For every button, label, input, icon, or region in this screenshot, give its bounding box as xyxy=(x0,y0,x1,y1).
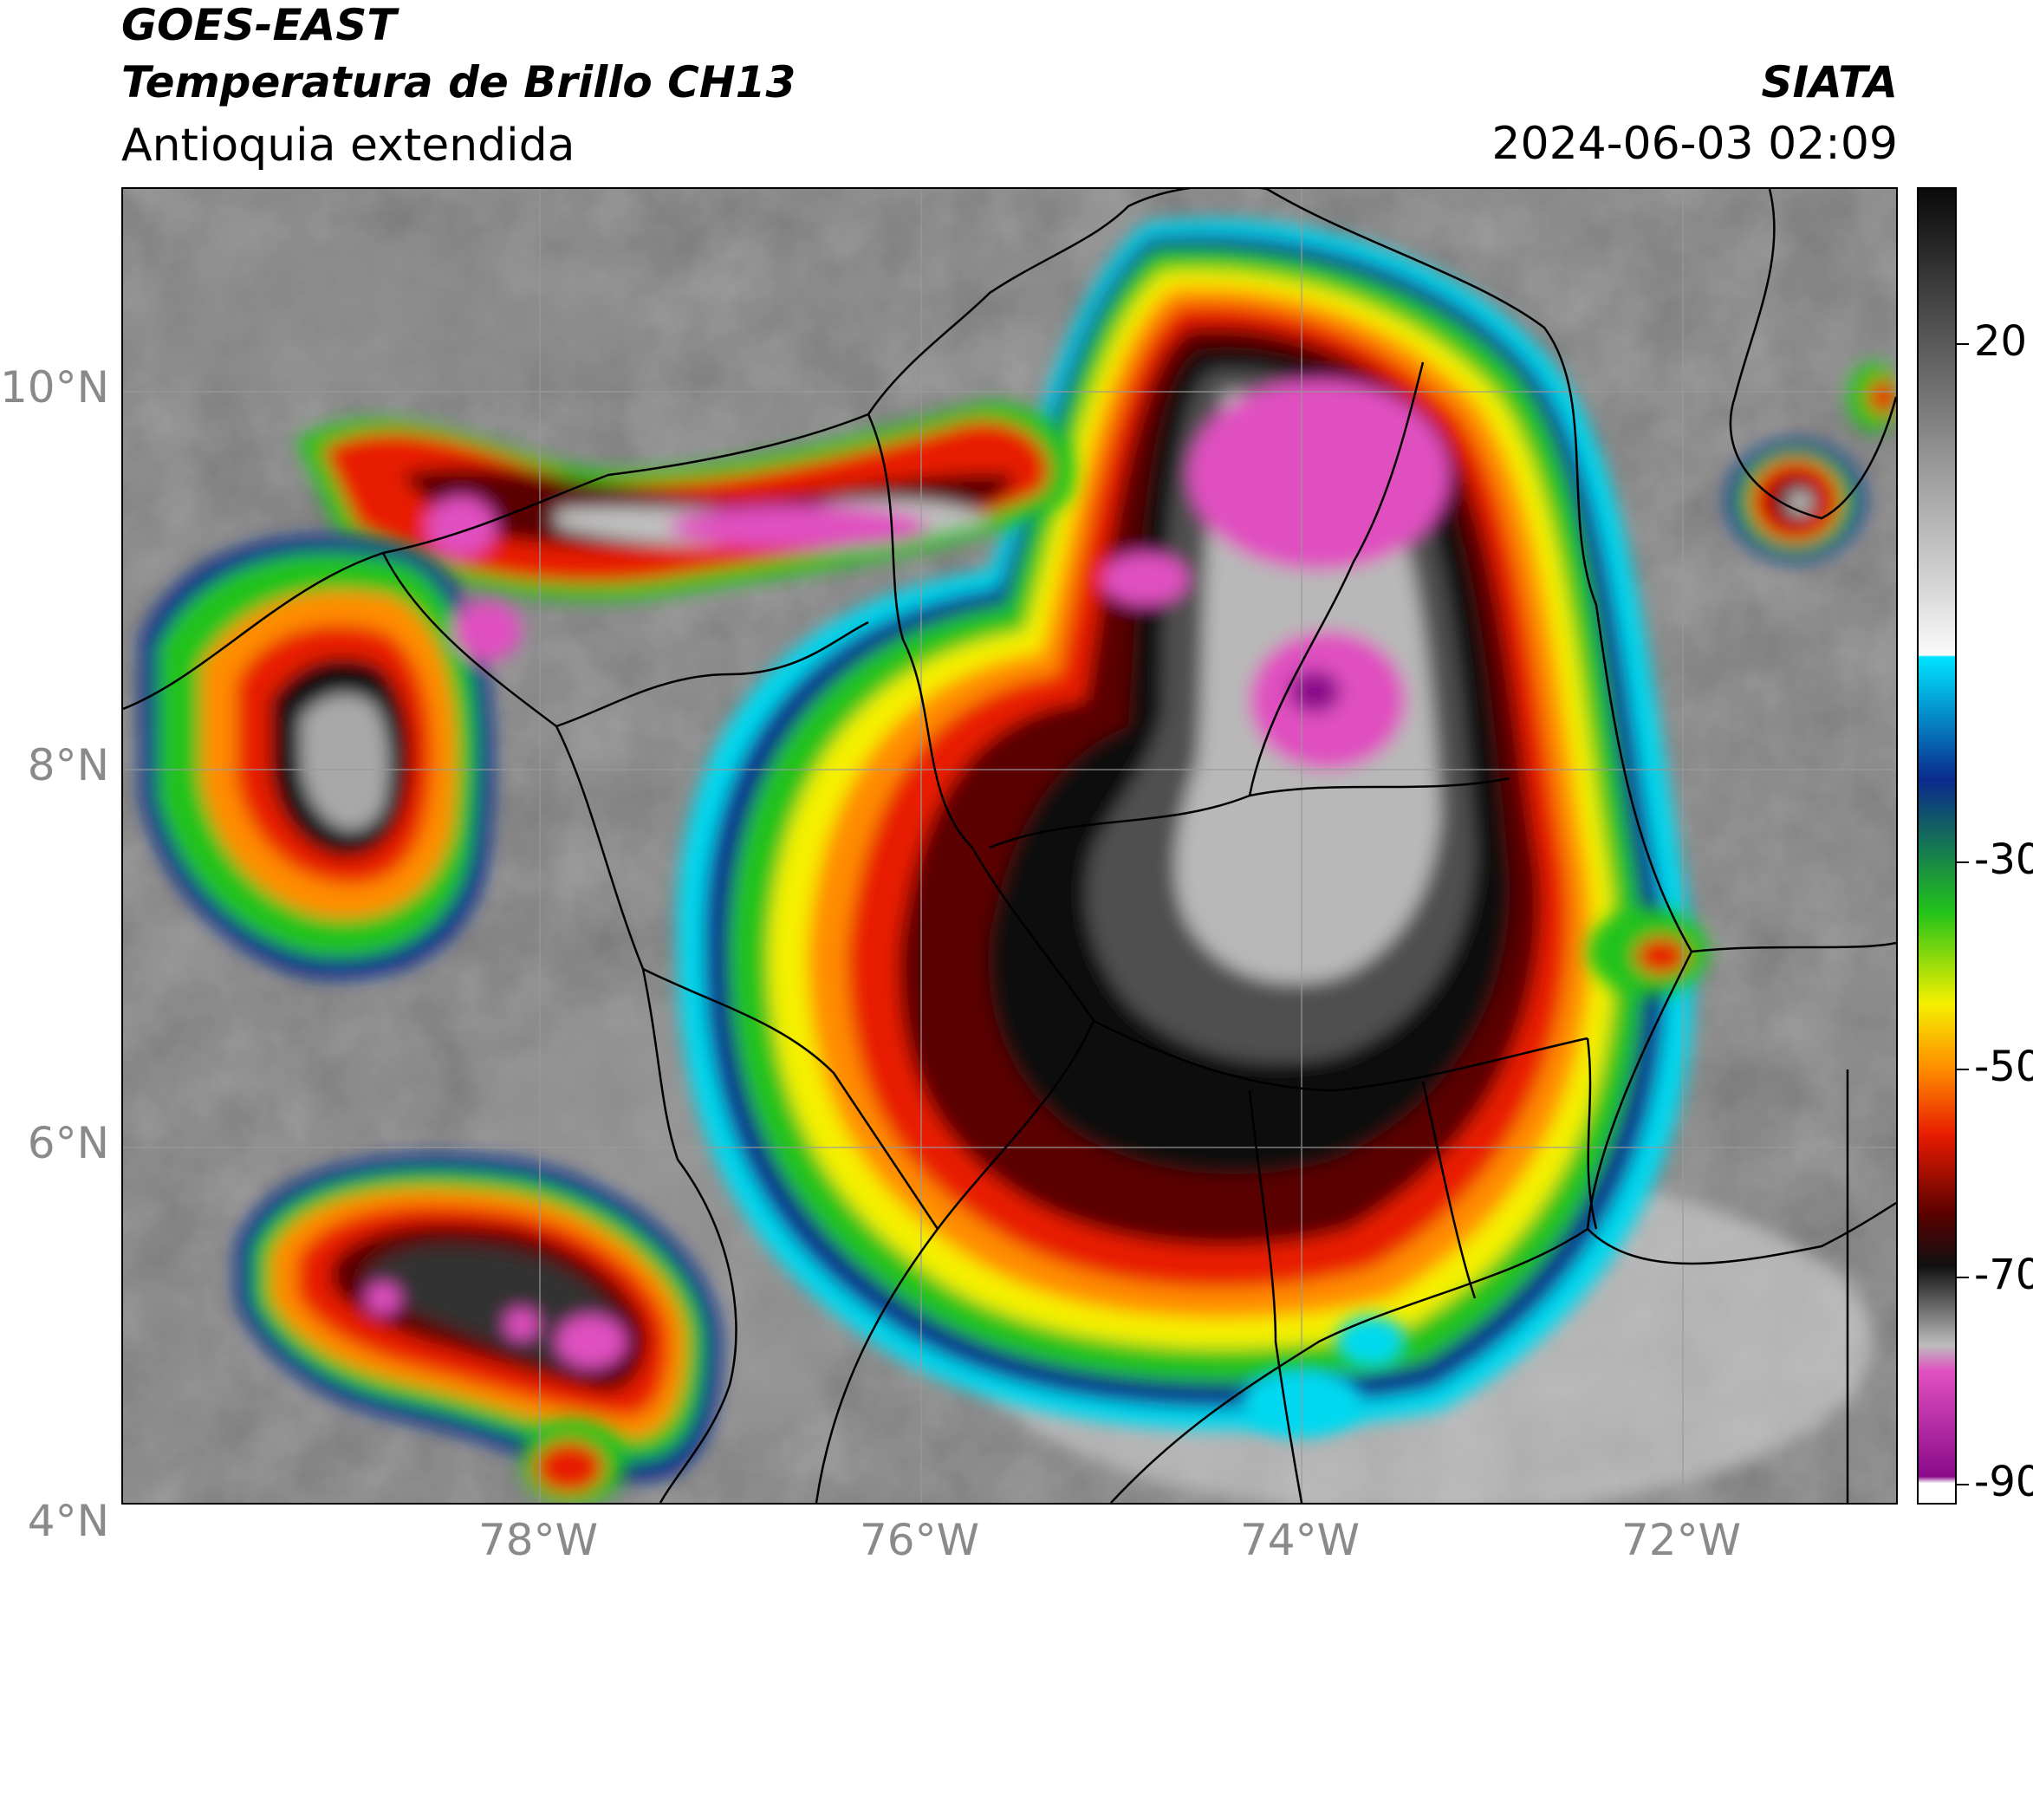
boundaries xyxy=(123,189,1896,1503)
region-subtitle: Antioquia extendida xyxy=(121,120,575,172)
satellite-map xyxy=(121,187,1898,1505)
colorbar-label-20: 20 xyxy=(1974,317,2028,366)
lat-tick-6n: 6°N xyxy=(27,1118,109,1168)
colorbar-label-neg50: -50 xyxy=(1974,1043,2033,1091)
northwest-storm xyxy=(140,536,522,979)
colorbar-label-neg90: -90 xyxy=(1974,1458,2033,1506)
colorbar-label-neg30: -30 xyxy=(1974,835,2033,884)
northern-band xyxy=(296,402,1075,601)
colorbar-tick-neg50 xyxy=(1957,1069,1969,1070)
colorbar-tick-neg70 xyxy=(1957,1277,1969,1278)
satellite-title: GOES-EAST xyxy=(121,0,397,50)
lon-tick-74w: 74°W xyxy=(1239,1515,1361,1565)
lon-tick-72w: 72°W xyxy=(1621,1515,1742,1565)
colorbar-label-neg70: -70 xyxy=(1974,1251,2033,1299)
lat-tick-8n: 8°N xyxy=(27,740,109,790)
colorbar-tick-20 xyxy=(1957,343,1969,345)
southwest-storm xyxy=(236,1154,721,1482)
lat-tick-4n: 4°N xyxy=(27,1496,109,1546)
lon-tick-76w: 76°W xyxy=(859,1515,980,1565)
colorbar-tick-neg90 xyxy=(1957,1484,1969,1485)
timestamp-label: 2024-06-03 02:09 xyxy=(1491,118,1898,170)
main-storm xyxy=(677,219,1694,1430)
product-title: Temperatura de Brillo CH13 xyxy=(121,57,796,107)
lat-tick-10n: 10°N xyxy=(0,362,110,413)
small-cell-south xyxy=(522,1420,626,1503)
northeast-cell xyxy=(1726,362,1896,562)
colorbar-tick-neg30 xyxy=(1957,861,1969,863)
lon-tick-78w: 78°W xyxy=(477,1515,599,1565)
colorbar xyxy=(1917,187,1957,1505)
organization-label: SIATA xyxy=(1761,57,1898,107)
gridlines xyxy=(123,189,1896,1503)
